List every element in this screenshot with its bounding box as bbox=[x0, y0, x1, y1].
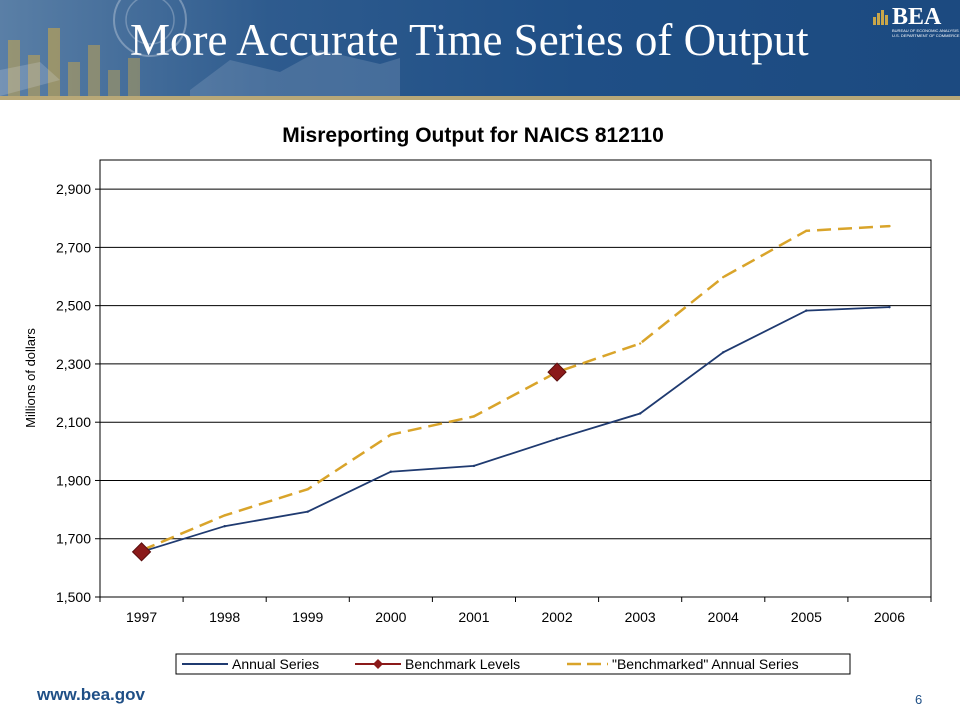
data-point-annual bbox=[555, 437, 559, 441]
x-tick-label: 1997 bbox=[126, 609, 157, 625]
x-tick-label: 2000 bbox=[375, 609, 406, 625]
benchmark-marker bbox=[547, 362, 567, 382]
banner-map-shape bbox=[0, 62, 60, 96]
bea-logo-subtitle: BUREAU OF ECONOMIC ANALYSIS bbox=[892, 28, 959, 33]
data-point-benchmarked bbox=[389, 433, 393, 436]
data-point-benchmarked bbox=[472, 415, 476, 418]
data-point-benchmarked bbox=[888, 224, 891, 228]
series-line-annual bbox=[141, 306, 890, 553]
data-point-benchmarked bbox=[306, 488, 309, 491]
bea-logo: BEA BUREAU OF ECONOMIC ANALYSIS U.S. DEP… bbox=[872, 4, 960, 40]
x-tick-label: 1998 bbox=[209, 609, 240, 625]
banner-seal bbox=[113, 0, 187, 57]
series-layer bbox=[131, 224, 891, 562]
y-tick-label: 2,900 bbox=[56, 181, 91, 197]
plot-area bbox=[99, 159, 932, 598]
legend-label-benchmarked: "Benchmarked" Annual Series bbox=[612, 656, 799, 672]
y-tick-label: 2,700 bbox=[56, 239, 91, 255]
y-tick-label: 2,100 bbox=[56, 414, 91, 430]
legend-label-benchmark: Benchmark Levels bbox=[405, 656, 520, 672]
y-tick-label: 1,900 bbox=[56, 472, 91, 488]
series-line-benchmarked bbox=[141, 224, 890, 552]
banner-bar bbox=[108, 70, 120, 96]
gridlines bbox=[100, 188, 931, 540]
bea-logo-text: BEA bbox=[892, 4, 942, 30]
y-tick-label: 2,500 bbox=[56, 298, 91, 314]
y-axis-ticks: 1,500 1,700 1,900 2,100 2,300 2,500 2,700 2,900 bbox=[56, 181, 100, 605]
banner-bar bbox=[88, 45, 100, 96]
data-point-annual bbox=[638, 412, 642, 415]
benchmark-marker bbox=[131, 542, 152, 562]
data-point-annual bbox=[722, 351, 725, 354]
y-axis-label: Millions of dollars bbox=[23, 328, 38, 428]
line-chart: Misreporting Output for NAICS 812110 1,5… bbox=[23, 124, 932, 675]
x-tick-label: 2004 bbox=[708, 609, 739, 625]
data-point-benchmarked bbox=[805, 229, 808, 232]
legend-box bbox=[175, 653, 851, 675]
footer-url[interactable]: www.bea.gov bbox=[37, 685, 146, 704]
title-banner: More Accurate Time Series of Output BEA … bbox=[0, 0, 960, 100]
chart-legend: Annual Series Benchmark Levels "Benchmar… bbox=[175, 653, 851, 675]
data-point-annual bbox=[805, 309, 808, 312]
y-tick-label: 1,700 bbox=[56, 531, 91, 547]
banner-bar bbox=[28, 55, 40, 96]
data-point-benchmarked bbox=[638, 342, 642, 345]
y-tick-label: 1,500 bbox=[56, 589, 91, 605]
legend-label-annual: Annual Series bbox=[232, 656, 319, 672]
data-point-annual bbox=[389, 470, 393, 473]
banner-rule bbox=[0, 96, 960, 100]
x-tick-label: 1999 bbox=[292, 609, 323, 625]
banner-bar bbox=[128, 58, 140, 96]
x-tick-label: 2005 bbox=[791, 609, 822, 625]
slide-title: More Accurate Time Series of Output bbox=[130, 15, 809, 65]
banner-seal-inner bbox=[125, 0, 175, 45]
bea-logo-icon bbox=[873, 10, 888, 25]
x-tick-label: 2006 bbox=[874, 609, 905, 625]
data-point-annual bbox=[223, 525, 226, 528]
data-point-annual bbox=[472, 464, 476, 468]
banner-decoration bbox=[0, 0, 400, 100]
bea-logo-subtitle-2: U.S. DEPARTMENT OF COMMERCE bbox=[892, 33, 960, 38]
banner-bar bbox=[48, 28, 60, 96]
chart-title: Misreporting Output for NAICS 812110 bbox=[282, 124, 664, 147]
x-tick-label: 2003 bbox=[625, 609, 656, 625]
banner-map-shape bbox=[190, 50, 400, 100]
x-tick-label: 2001 bbox=[458, 609, 489, 625]
data-point-annual bbox=[888, 305, 891, 309]
x-axis-ticks: 1997 1998 1999 2000 2001 2002 2003 2004 2005 2006 bbox=[99, 597, 932, 625]
legend-marker-benchmark bbox=[373, 659, 383, 669]
page-number: 6 bbox=[915, 692, 923, 707]
data-point-benchmarked bbox=[223, 514, 226, 517]
data-point-annual bbox=[306, 510, 309, 513]
banner-bar bbox=[68, 62, 80, 96]
x-tick-label: 2002 bbox=[541, 609, 572, 625]
banner-bar bbox=[8, 40, 20, 96]
data-point-benchmarked bbox=[722, 275, 725, 279]
y-tick-label: 2,300 bbox=[56, 356, 91, 372]
